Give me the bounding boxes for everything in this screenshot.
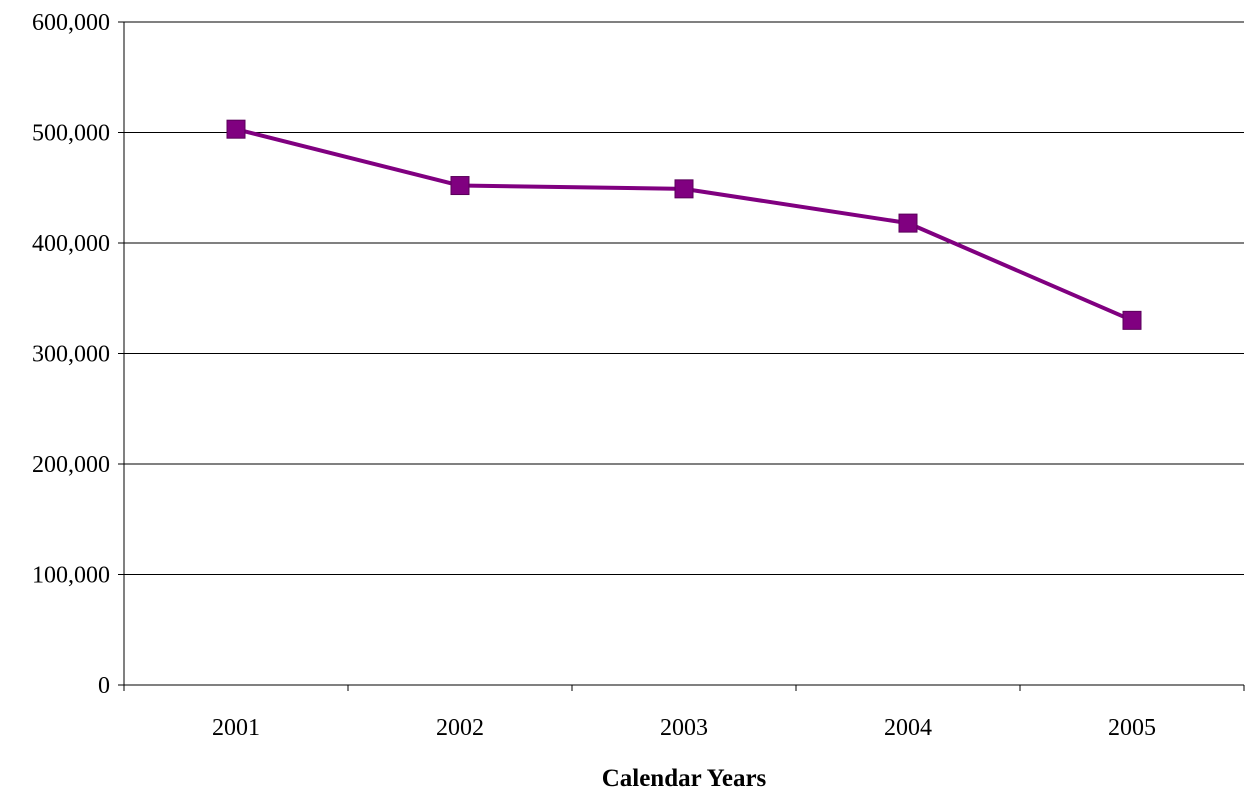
y-tick-label: 400,000 (32, 231, 110, 257)
y-tick-label: 600,000 (32, 10, 110, 36)
series-layer (226, 119, 1142, 330)
series-line (235, 127, 1133, 323)
y-tick-label: 300,000 (32, 342, 110, 368)
axes (118, 21, 1245, 691)
data-point-marker (898, 213, 918, 233)
x-tick-labels: 2001 2002 2003 2004 2005 (212, 715, 1156, 741)
y-tick-label: 200,000 (32, 452, 110, 478)
x-tick-label: 2002 (436, 715, 484, 741)
x-axis-title: Calendar Years (602, 765, 767, 792)
data-point-marker (450, 176, 470, 196)
y-tick-labels: 0 100,000 200,000 300,000 400,000 500,000 600,… (32, 10, 110, 699)
x-tick-label: 2001 (212, 715, 260, 741)
data-point-marker (226, 119, 246, 139)
x-tick-label: 2005 (1108, 715, 1156, 741)
x-tick-label: 2003 (660, 715, 708, 741)
y-tick-label: 0 (98, 673, 110, 699)
data-point-marker (674, 179, 694, 199)
y-tick-label: 500,000 (32, 121, 110, 147)
y-tick-label: 100,000 (32, 563, 110, 589)
gridlines (124, 21, 1244, 575)
x-tick-label: 2004 (884, 715, 932, 741)
data-point-marker (1122, 310, 1142, 330)
